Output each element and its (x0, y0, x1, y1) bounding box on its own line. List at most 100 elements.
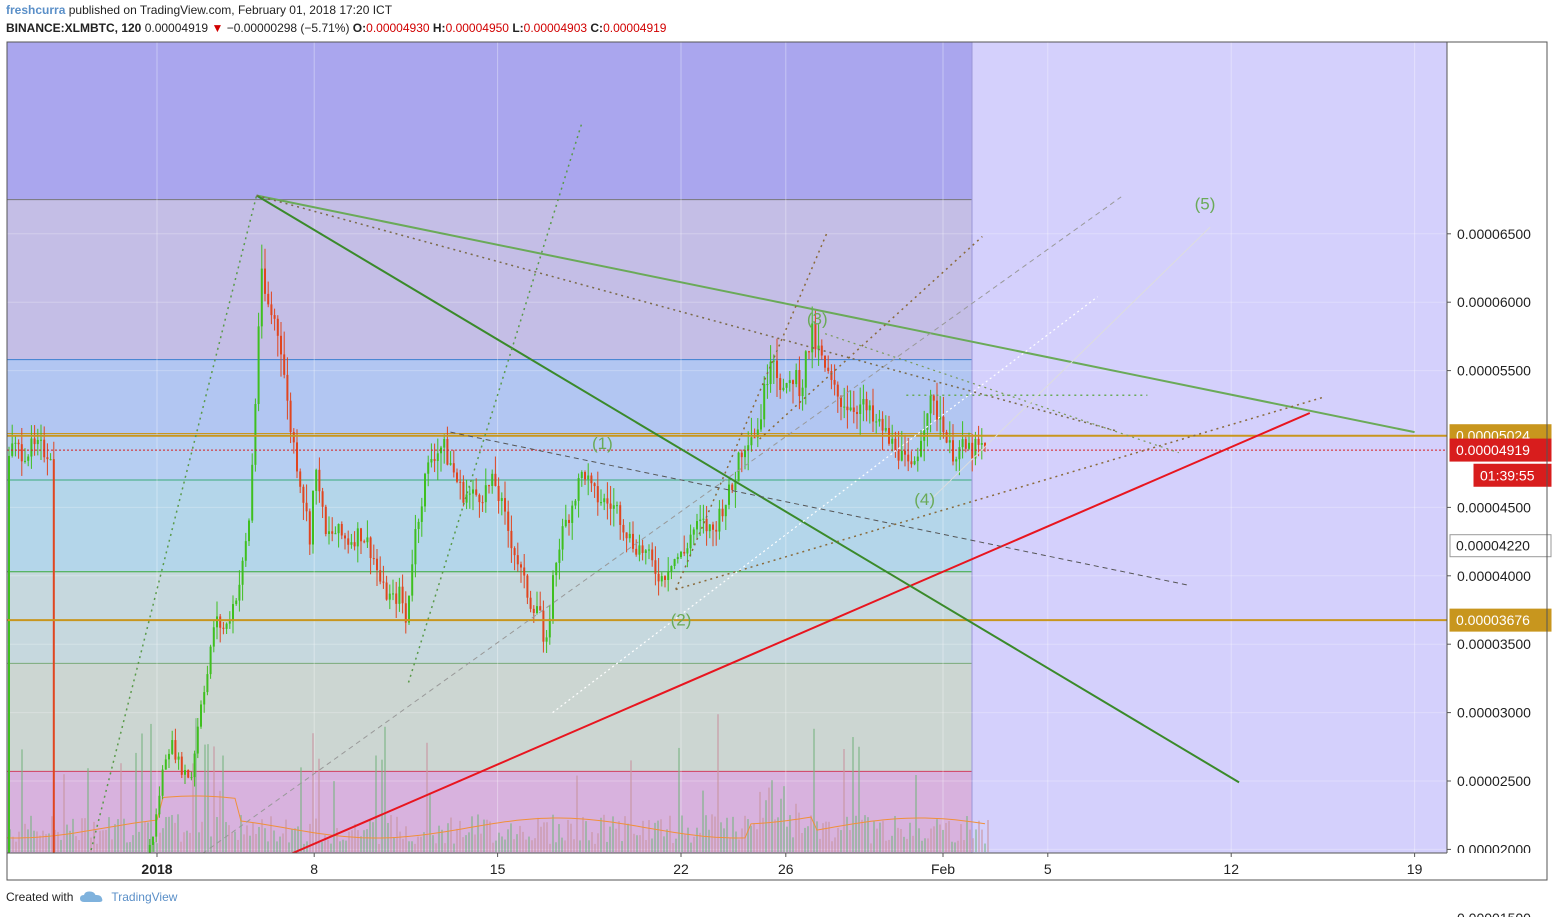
volume-bar (789, 815, 791, 852)
volume-bar (372, 822, 374, 852)
candle-body (184, 770, 186, 775)
volume-bar (237, 839, 239, 852)
candle-body (331, 531, 334, 534)
volume-bar (930, 828, 932, 852)
volume-bar (252, 822, 254, 852)
y-tick-label: 0.00001500 (1457, 910, 1531, 917)
volume-bar (399, 831, 401, 852)
volume-bar (285, 819, 287, 852)
volume-bar (297, 826, 299, 852)
candle-body (897, 450, 900, 461)
candle-body (852, 407, 855, 412)
candle-body (52, 459, 55, 853)
candle-body (148, 844, 151, 853)
volume-bar (357, 830, 359, 852)
tradingview-link[interactable]: TradingView (111, 890, 178, 904)
volume-bar (591, 832, 593, 852)
candle-body (254, 404, 257, 465)
x-tick-label: 12 (1223, 861, 1239, 877)
volume-bar (348, 831, 350, 852)
volume-bar (513, 839, 515, 852)
candle-body (200, 704, 202, 727)
volume-bar (228, 825, 230, 852)
volume-bar (969, 829, 971, 852)
volume-bar (60, 839, 62, 852)
candle-body (564, 519, 567, 527)
volume-bar (540, 826, 542, 852)
author-link[interactable]: freshcurra (6, 3, 66, 17)
candle-body (948, 440, 951, 443)
candle-body (107, 903, 109, 911)
volume-bar (213, 746, 215, 852)
candle-body (932, 395, 935, 401)
price-tag-label: 0.00004919 (1456, 442, 1530, 458)
volume-bar (54, 829, 56, 852)
candle-body (366, 537, 369, 543)
candle-body (785, 383, 788, 388)
volume-bar (378, 843, 380, 852)
candle-body (248, 520, 250, 542)
candle-body (728, 484, 730, 505)
open-value: 0.00004930 (366, 21, 430, 35)
volume-bar (462, 837, 464, 852)
volume-bar (99, 830, 101, 852)
volume-bar (231, 832, 233, 852)
candle-body (430, 458, 433, 463)
volume-bar (192, 763, 194, 852)
candle-body (283, 354, 286, 375)
candle-body (878, 418, 881, 422)
candle-body (363, 541, 366, 543)
volume-bar (534, 838, 536, 852)
volume-bar (888, 839, 890, 852)
volume-bar (90, 837, 92, 852)
candle-body (395, 593, 398, 604)
volume-bar (45, 834, 47, 852)
candle-body (600, 502, 602, 504)
volume-bar (339, 841, 341, 852)
candle-body (449, 463, 452, 465)
volume-bar (138, 831, 140, 852)
volume-bar (465, 835, 467, 852)
candle-body (680, 551, 682, 558)
volume-bar (714, 816, 716, 852)
candle-body (401, 586, 404, 604)
volume-bar (654, 822, 656, 852)
candle-body (737, 452, 740, 482)
volume-bar (804, 827, 806, 852)
candle-body (638, 545, 641, 555)
volume-bar (327, 839, 329, 852)
candle-body (516, 555, 519, 565)
volume-bar (816, 821, 818, 852)
volume-bar (960, 824, 962, 852)
volume-bar (474, 834, 476, 852)
volume-bar (648, 820, 650, 852)
candle-body (446, 439, 449, 465)
candle-body (820, 345, 823, 356)
volume-bar (318, 758, 320, 852)
volume-bar (177, 814, 179, 852)
candle-body (718, 508, 721, 532)
candle-body (312, 490, 314, 545)
candle-body (414, 529, 417, 565)
volume-bar (345, 840, 347, 852)
volume-bar (900, 828, 902, 852)
volume-bar (807, 826, 809, 852)
volume-bar (198, 832, 200, 852)
candle-body (833, 379, 836, 385)
volume-bar (651, 838, 653, 852)
volume-bar (921, 840, 923, 852)
volume-bar (315, 818, 317, 852)
candle-body (968, 442, 970, 449)
candle-body (36, 439, 39, 445)
candle-body (635, 548, 638, 555)
fib-band (7, 433, 972, 481)
candle-body (315, 469, 318, 491)
volume-bar (975, 829, 977, 852)
fib-band-top (7, 42, 972, 200)
y-tick-label: 0.00003000 (1457, 705, 1531, 721)
candle-body (612, 505, 615, 509)
candle-body (187, 770, 190, 778)
support-trendline (290, 412, 1311, 853)
volume-bar (477, 814, 479, 852)
